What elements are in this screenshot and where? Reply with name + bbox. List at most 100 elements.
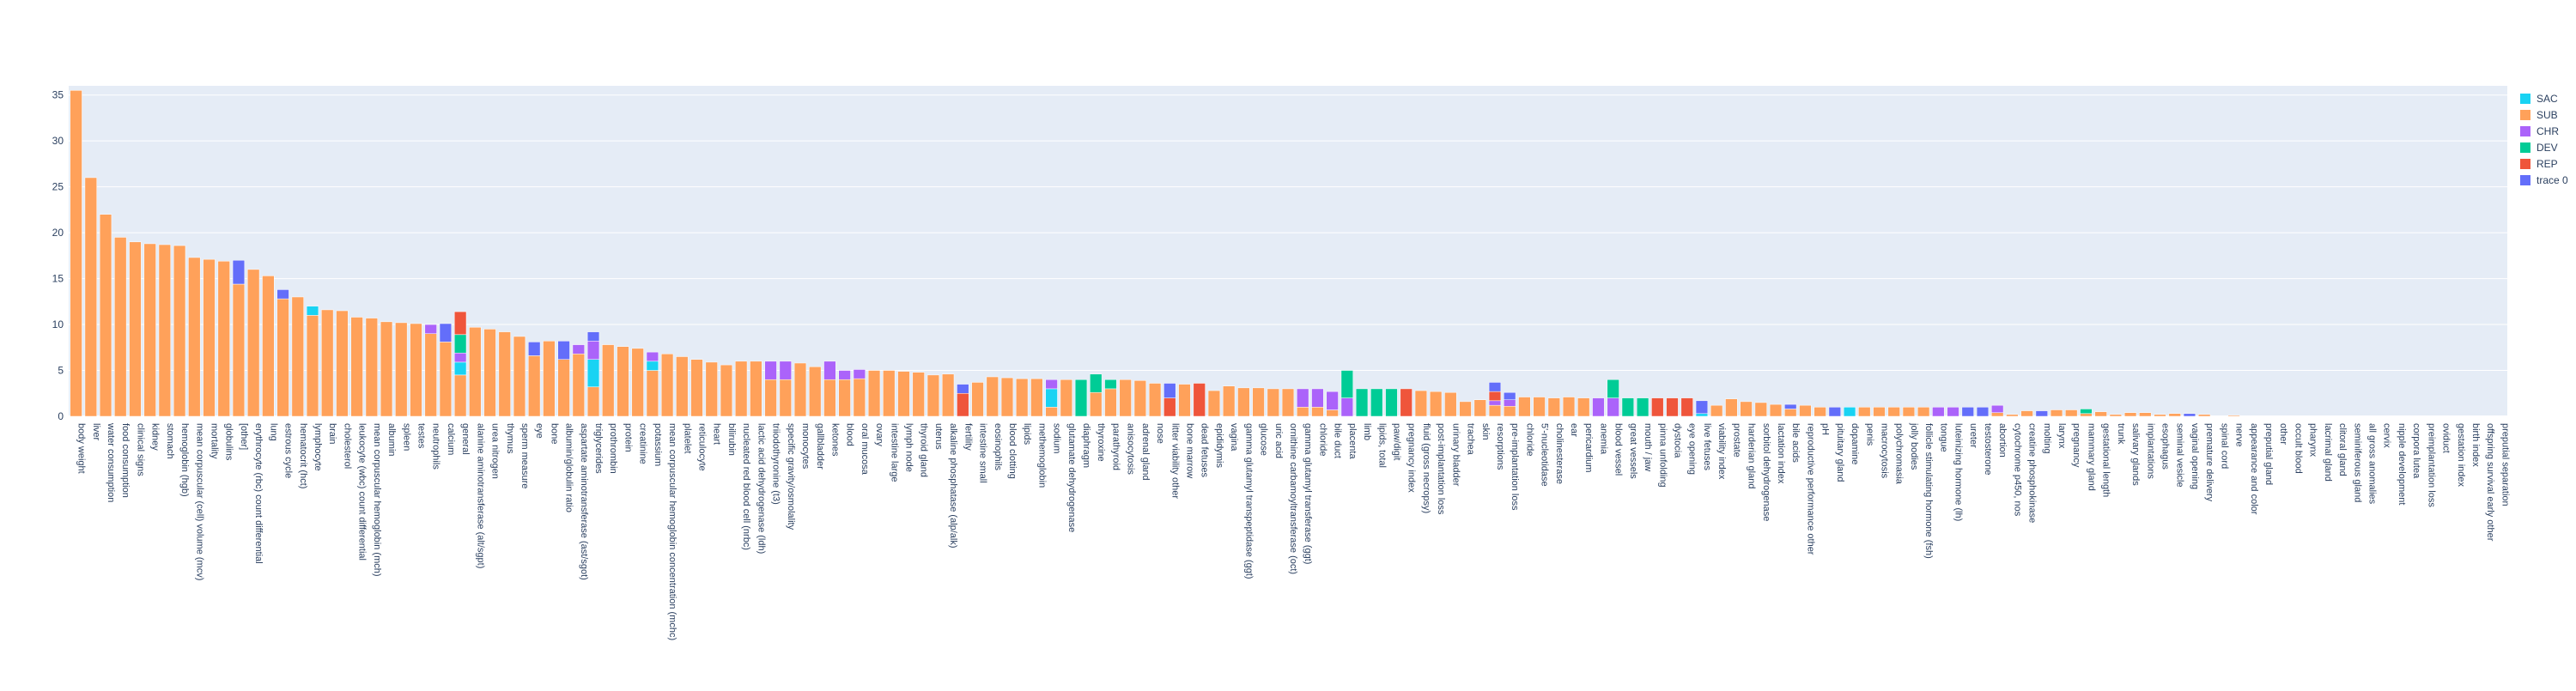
x-tick-label: stomach: [165, 423, 175, 459]
bar-segment-sub: [1769, 403, 1783, 417]
x-tick-label: ureter: [1968, 423, 1978, 448]
bar-segment-sub: [1326, 409, 1339, 417]
bar-segment-chr: [1311, 388, 1324, 408]
bar-segment-sub: [2227, 415, 2240, 417]
bar-segment-dev: [1385, 388, 1398, 417]
x-tick-label: anisocytosis: [1126, 423, 1136, 475]
bar-segment-sub: [1991, 412, 2004, 417]
x-tick-label: dead fetuses: [1200, 423, 1210, 477]
x-tick-label: brain: [327, 423, 337, 444]
x-tick-label: premature delivery: [2204, 423, 2215, 502]
bar-segment-sub: [867, 370, 881, 417]
legend-swatch: [2520, 159, 2530, 169]
bar-segment-chr: [1504, 399, 1516, 407]
x-tick-label: albumin: [386, 423, 397, 457]
x-tick-label: molting: [2042, 423, 2052, 453]
bar-segment-sub: [1725, 398, 1738, 417]
x-tick-label: protein: [623, 423, 633, 452]
bar-segment-sub: [336, 310, 349, 417]
bar-segment-sub: [823, 379, 836, 417]
x-tick-label: heart: [712, 423, 722, 445]
bar-segment-sub: [217, 261, 230, 417]
x-tick-label: glucose: [1259, 423, 1269, 456]
bar-segment-sub: [188, 257, 201, 417]
x-tick-label: post-implantation loss: [1436, 423, 1446, 515]
bar-segment-sub: [927, 374, 940, 417]
bar-segment-sub: [528, 355, 541, 417]
bar-segment-sub: [1740, 401, 1753, 417]
bar-segment-dev: [1074, 379, 1088, 417]
x-tick-label: pinna unfolding: [1657, 423, 1668, 488]
legend-label: trace 0: [2537, 174, 2568, 186]
bar-segment-sub: [602, 344, 615, 417]
x-tick-label: alanine aminotransferase (alt/sgpt): [475, 423, 485, 568]
x-tick-label: uterus: [933, 423, 944, 450]
x-tick-label: gamma glutamyl transferase (ggt): [1303, 423, 1313, 564]
x-tick-label: urea nitrogen: [490, 423, 501, 479]
legend-label: DEV: [2537, 142, 2558, 154]
x-tick-label: mammary gland: [2086, 423, 2096, 491]
x-tick-label: water consumption: [106, 422, 116, 502]
bar-segment-sub: [1104, 388, 1117, 417]
x-tick-label: trunk: [2116, 423, 2126, 445]
bar-segment-sub: [2050, 409, 2063, 417]
x-tick-label: lung: [268, 423, 278, 441]
bar-segment-rep: [1680, 397, 1693, 417]
bar-segment-trace-0: [1784, 403, 1797, 409]
bar-segment-sub: [114, 237, 127, 417]
x-tick-label: calcium: [446, 423, 456, 455]
bar-segment-sub: [306, 315, 319, 417]
bar-segment-sub: [410, 323, 422, 417]
bar-segment-chr: [1607, 397, 1619, 417]
bar-segment-chr: [424, 324, 437, 334]
bar-segment-sub: [586, 386, 600, 417]
bar-segment-trace-0: [1504, 391, 1516, 401]
x-tick-label: eye: [534, 423, 544, 439]
bar-segment-sub: [1090, 391, 1103, 417]
x-tick-label: cytochrome p450, nos: [2012, 423, 2022, 517]
bar-segment-sub: [2198, 414, 2211, 417]
x-tick-label: birth index: [2470, 423, 2481, 467]
bar-segment-chr: [572, 344, 585, 355]
bar-segment-sub: [2123, 412, 2137, 417]
x-tick-label: chloride: [1317, 423, 1327, 457]
x-tick-label: testosterone: [1983, 423, 1993, 476]
bar-segment-sub: [543, 341, 556, 417]
x-tick-label: paw/digit: [1391, 423, 1401, 460]
bar-segment-trace-0: [1976, 407, 1990, 417]
x-tick-label: seminiferous gland: [2352, 423, 2362, 502]
x-tick-label: larynx: [2057, 423, 2067, 449]
x-tick-label: appearance and color: [2249, 423, 2259, 515]
bar-segment-chr: [646, 351, 659, 362]
x-tick-label: preimplantation loss: [2426, 423, 2436, 507]
bar-segment-sub: [853, 378, 866, 417]
legend-swatch: [2520, 126, 2530, 136]
x-tick-label: limb: [1362, 423, 1372, 440]
bar-segment-chr: [1947, 407, 1959, 417]
x-tick-label: hemoglobin (hgb): [179, 423, 190, 497]
bar-segment-sub: [439, 342, 453, 417]
x-tick-label: monocytes: [800, 423, 811, 470]
bar-segment-chr: [453, 352, 467, 363]
bar-segment-sub: [143, 243, 156, 417]
x-tick-label: leukocyte (wbc) count differential: [357, 423, 368, 561]
bar-segment-dev: [1104, 379, 1117, 390]
y-tick-label: 15: [52, 273, 64, 285]
y-tick-label: 35: [52, 89, 64, 101]
bar-segment-trace-0: [586, 331, 600, 342]
bar-segment-chr: [1297, 388, 1309, 408]
x-tick-label: pregnancy index: [1406, 423, 1417, 493]
x-axis-ticks: body weight liver water consumption food co…: [76, 422, 2511, 640]
x-tick-label: seminal vesicle: [2175, 423, 2185, 488]
bar-segment-sub: [2080, 413, 2093, 417]
bar-segment-sub: [705, 361, 718, 417]
bar-segment-dev: [2080, 409, 2093, 415]
bar-segment-sub: [453, 374, 467, 417]
y-tick-label: 10: [52, 318, 64, 330]
x-tick-label: blood: [845, 423, 855, 446]
bar-segment-sub: [1223, 385, 1236, 417]
legend-swatch: [2520, 142, 2530, 153]
x-tick-label: corpora lutea: [2411, 423, 2421, 479]
bar-segment-chr: [1592, 397, 1605, 417]
bar-segment-trace-0: [232, 259, 246, 285]
